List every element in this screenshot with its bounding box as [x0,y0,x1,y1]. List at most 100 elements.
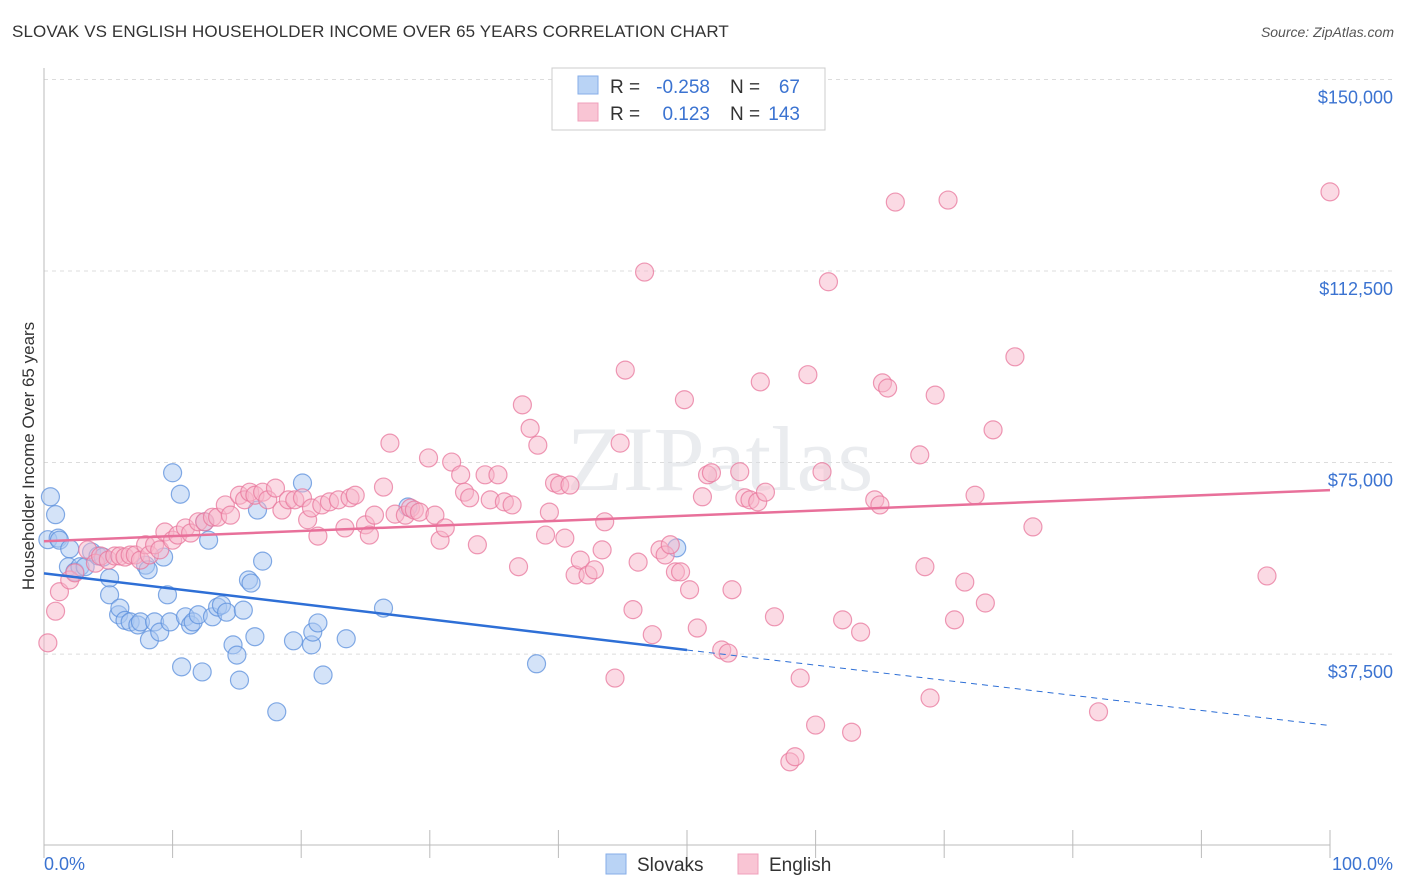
point-english [660,535,680,555]
chart-title: SLOVAK VS ENGLISH HOUSEHOLDER INCOME OVE… [12,22,729,41]
point-english [615,360,635,380]
x-tick-label-right: 100.0% [1332,854,1393,874]
legend-r-label: R = [610,104,640,125]
legend-r-value: 0.123 [662,104,710,125]
point-english [818,272,839,292]
point-english [409,502,430,522]
points [38,182,1340,772]
legend-n-label: N = [730,77,760,98]
point-slovaks [227,645,247,665]
point-english [634,262,655,282]
y-tick-label: $37,500 [1328,662,1393,682]
legend-r-value: -0.258 [656,77,710,98]
point-english [610,433,630,453]
point-slovaks [245,627,265,647]
point-slovaks [253,551,273,571]
x-ticks [43,830,1331,858]
point-slovaks [217,602,237,622]
point-english [910,445,930,465]
point-english [345,485,365,505]
point-slovaks [313,665,333,685]
point-english [38,633,58,653]
point-english [674,390,695,410]
point-english [364,505,385,525]
point-english [679,580,700,600]
point-english [790,668,810,688]
point-english [944,610,965,630]
point-english [623,600,643,620]
point-english [750,372,770,392]
legend-n-label: N = [730,104,760,125]
watermark: ZIPatlas [567,408,874,510]
point-english [965,485,985,505]
point-english [798,365,818,385]
point-english [520,418,540,438]
point-english [785,747,805,767]
point-english [380,433,400,453]
point-english [435,518,455,538]
point-english [570,550,590,570]
point-slovaks [157,585,178,605]
bottom-legend-label-english: English [769,855,831,876]
point-english [938,190,958,210]
point-english [150,540,170,560]
point-english [460,488,480,508]
point-english [955,572,975,592]
point-english [925,385,945,405]
legend-swatch-english [577,102,599,122]
point-slovaks [229,670,250,690]
point-slovaks [99,585,120,605]
point-english [670,562,691,582]
point-english [512,395,532,415]
point-english [805,715,826,735]
y-tick-labels: $150,000 $112,500 $75,000 $37,500 [1318,88,1393,683]
point-english [920,688,940,708]
point-slovaks [336,629,356,649]
point-english [687,618,707,638]
point-english [878,378,898,398]
point-slovaks [99,568,120,588]
point-english [584,560,605,580]
point-english [373,477,394,497]
point-english [560,475,580,495]
y-tick-label: $112,500 [1319,279,1393,299]
point-slovaks [40,487,61,507]
trend-line-english [43,488,1331,543]
legend-n-value: 67 [779,77,800,98]
point-english [885,192,905,212]
point-english [851,622,871,642]
point-english [592,540,612,560]
point-english [983,420,1003,440]
point-english [870,495,890,515]
point-english [764,607,785,627]
point-slovaks [526,654,547,674]
point-english [915,557,935,577]
x-tick-label-left: 0.0% [44,854,85,874]
point-english [65,563,85,583]
point-english [628,552,648,572]
point-english [842,722,862,742]
point-english [595,512,615,532]
point-english [812,462,832,482]
point-english [1257,566,1277,586]
trend-line-slovaks [43,572,688,652]
point-slovaks [170,484,190,504]
y-tick-label: $150,000 [1318,88,1393,108]
point-slovaks [233,600,253,620]
point-english [539,502,559,522]
point-english [605,668,625,688]
point-english [722,580,742,600]
legend: R = -0.258 N = 67 R = 0.123 N = 143 [551,67,826,131]
bottom-legend-swatch-english [737,853,759,875]
trend-line-slovaks-extrapolated [686,649,1331,727]
point-english [718,643,738,663]
point-slovaks [163,463,183,483]
point-english [730,462,750,482]
point-slovaks [241,573,261,593]
legend-swatch-slovaks [577,75,599,95]
point-english [1088,702,1109,722]
point-slovaks [192,662,212,682]
point-english [833,610,853,630]
point-english [220,505,241,525]
